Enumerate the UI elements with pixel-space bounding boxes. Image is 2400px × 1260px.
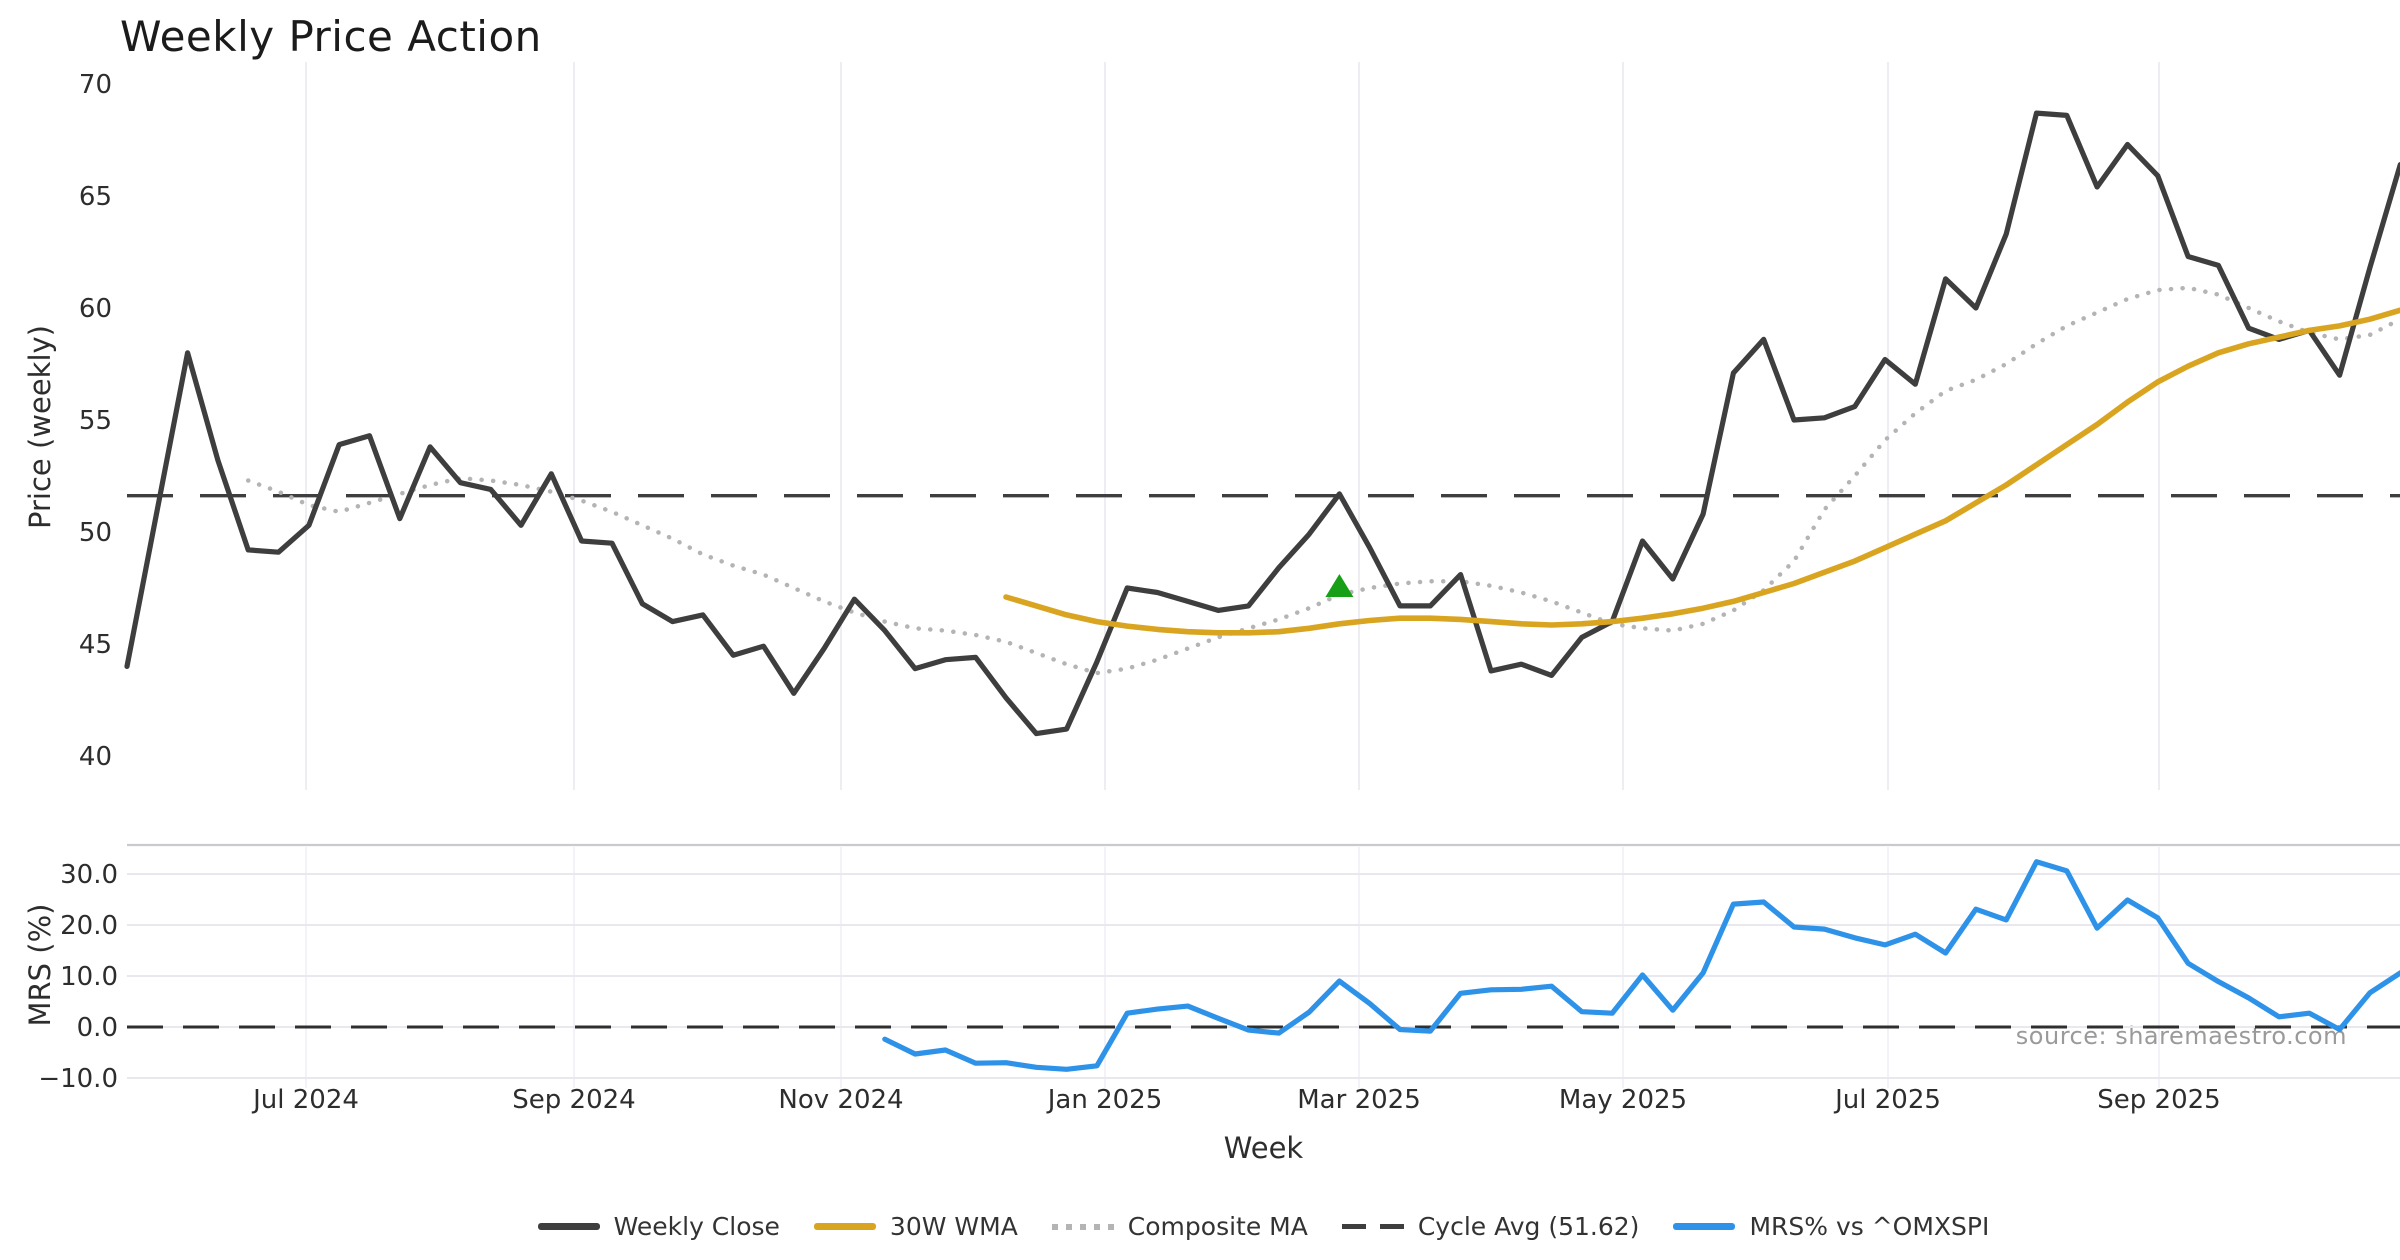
- x-tick-label: Jan 2025: [1046, 1085, 1163, 1115]
- price-y-tick-label: 40: [79, 742, 112, 772]
- legend-item-weekly-close: Weekly Close: [537, 1212, 780, 1241]
- legend-swatch-solid-icon: [537, 1223, 600, 1230]
- mrs-y-tick-label: 20.0: [60, 911, 118, 941]
- legend-label: 30W WMA: [889, 1212, 1018, 1241]
- price-y-tick-label: 70: [79, 70, 112, 100]
- legend-item-composite-ma: Composite MA: [1051, 1212, 1308, 1241]
- x-tick-label: Sep 2025: [2097, 1085, 2220, 1115]
- price-y-tick-label: 50: [79, 518, 112, 548]
- legend-label: Weekly Close: [613, 1212, 780, 1241]
- legend-swatch-dashed-icon: [1341, 1224, 1404, 1229]
- mrs-y-tick-label: 10.0: [60, 962, 118, 992]
- week-axis-label: Week: [1223, 1131, 1304, 1165]
- legend-swatch-solid-icon: [813, 1223, 876, 1230]
- price-y-tick-label: 45: [79, 630, 112, 660]
- legend-swatch-solid-icon: [1673, 1223, 1736, 1230]
- mrs-y-tick-label: −10.0: [38, 1064, 118, 1094]
- x-tick-label: Sep 2024: [512, 1085, 635, 1115]
- legend-label: Cycle Avg (51.62): [1417, 1212, 1640, 1241]
- legend-item-mrs-vs-omxspi: MRS% vs ^OMXSPI: [1673, 1212, 1989, 1241]
- chart-title: Weekly Price Action: [120, 12, 542, 61]
- mrs-axis-label: MRS (%): [23, 903, 57, 1027]
- price-y-tick-label: 55: [79, 406, 112, 436]
- weekly-close-line: [124, 110, 2400, 737]
- x-tick-label: Jul 2025: [1833, 1085, 1941, 1115]
- mrs-y-tick-label: 30.0: [60, 860, 118, 890]
- composite-ma-line: [245, 285, 2400, 676]
- legend-item-30w-wma: 30W WMA: [813, 1212, 1018, 1241]
- legend-item-cycle-avg-51-62: Cycle Avg (51.62): [1341, 1212, 1640, 1241]
- x-tick-label: Nov 2024: [778, 1085, 903, 1115]
- legend-swatch-dotted-icon: [1051, 1223, 1114, 1230]
- buy-signal-triangle-icon: [1325, 574, 1354, 597]
- legend-label: Composite MA: [1127, 1212, 1308, 1241]
- mrs-y-tick-label: 0.0: [77, 1013, 118, 1043]
- wma-line: [1003, 307, 2400, 636]
- legend: Weekly Close 30W WMA Composite MA Cycle Avg…: [127, 1212, 2400, 1241]
- mrs-line: [882, 859, 2400, 1072]
- x-tick-label: May 2025: [1559, 1085, 1687, 1115]
- price-y-tick-label: 65: [79, 182, 112, 212]
- price-y-tick-label: 60: [79, 294, 112, 324]
- price-axis-label: Price (weekly): [23, 325, 57, 530]
- x-tick-label: Mar 2025: [1297, 1085, 1421, 1115]
- x-tick-label: Jul 2024: [251, 1085, 359, 1115]
- legend-label: MRS% vs ^OMXSPI: [1749, 1212, 1990, 1241]
